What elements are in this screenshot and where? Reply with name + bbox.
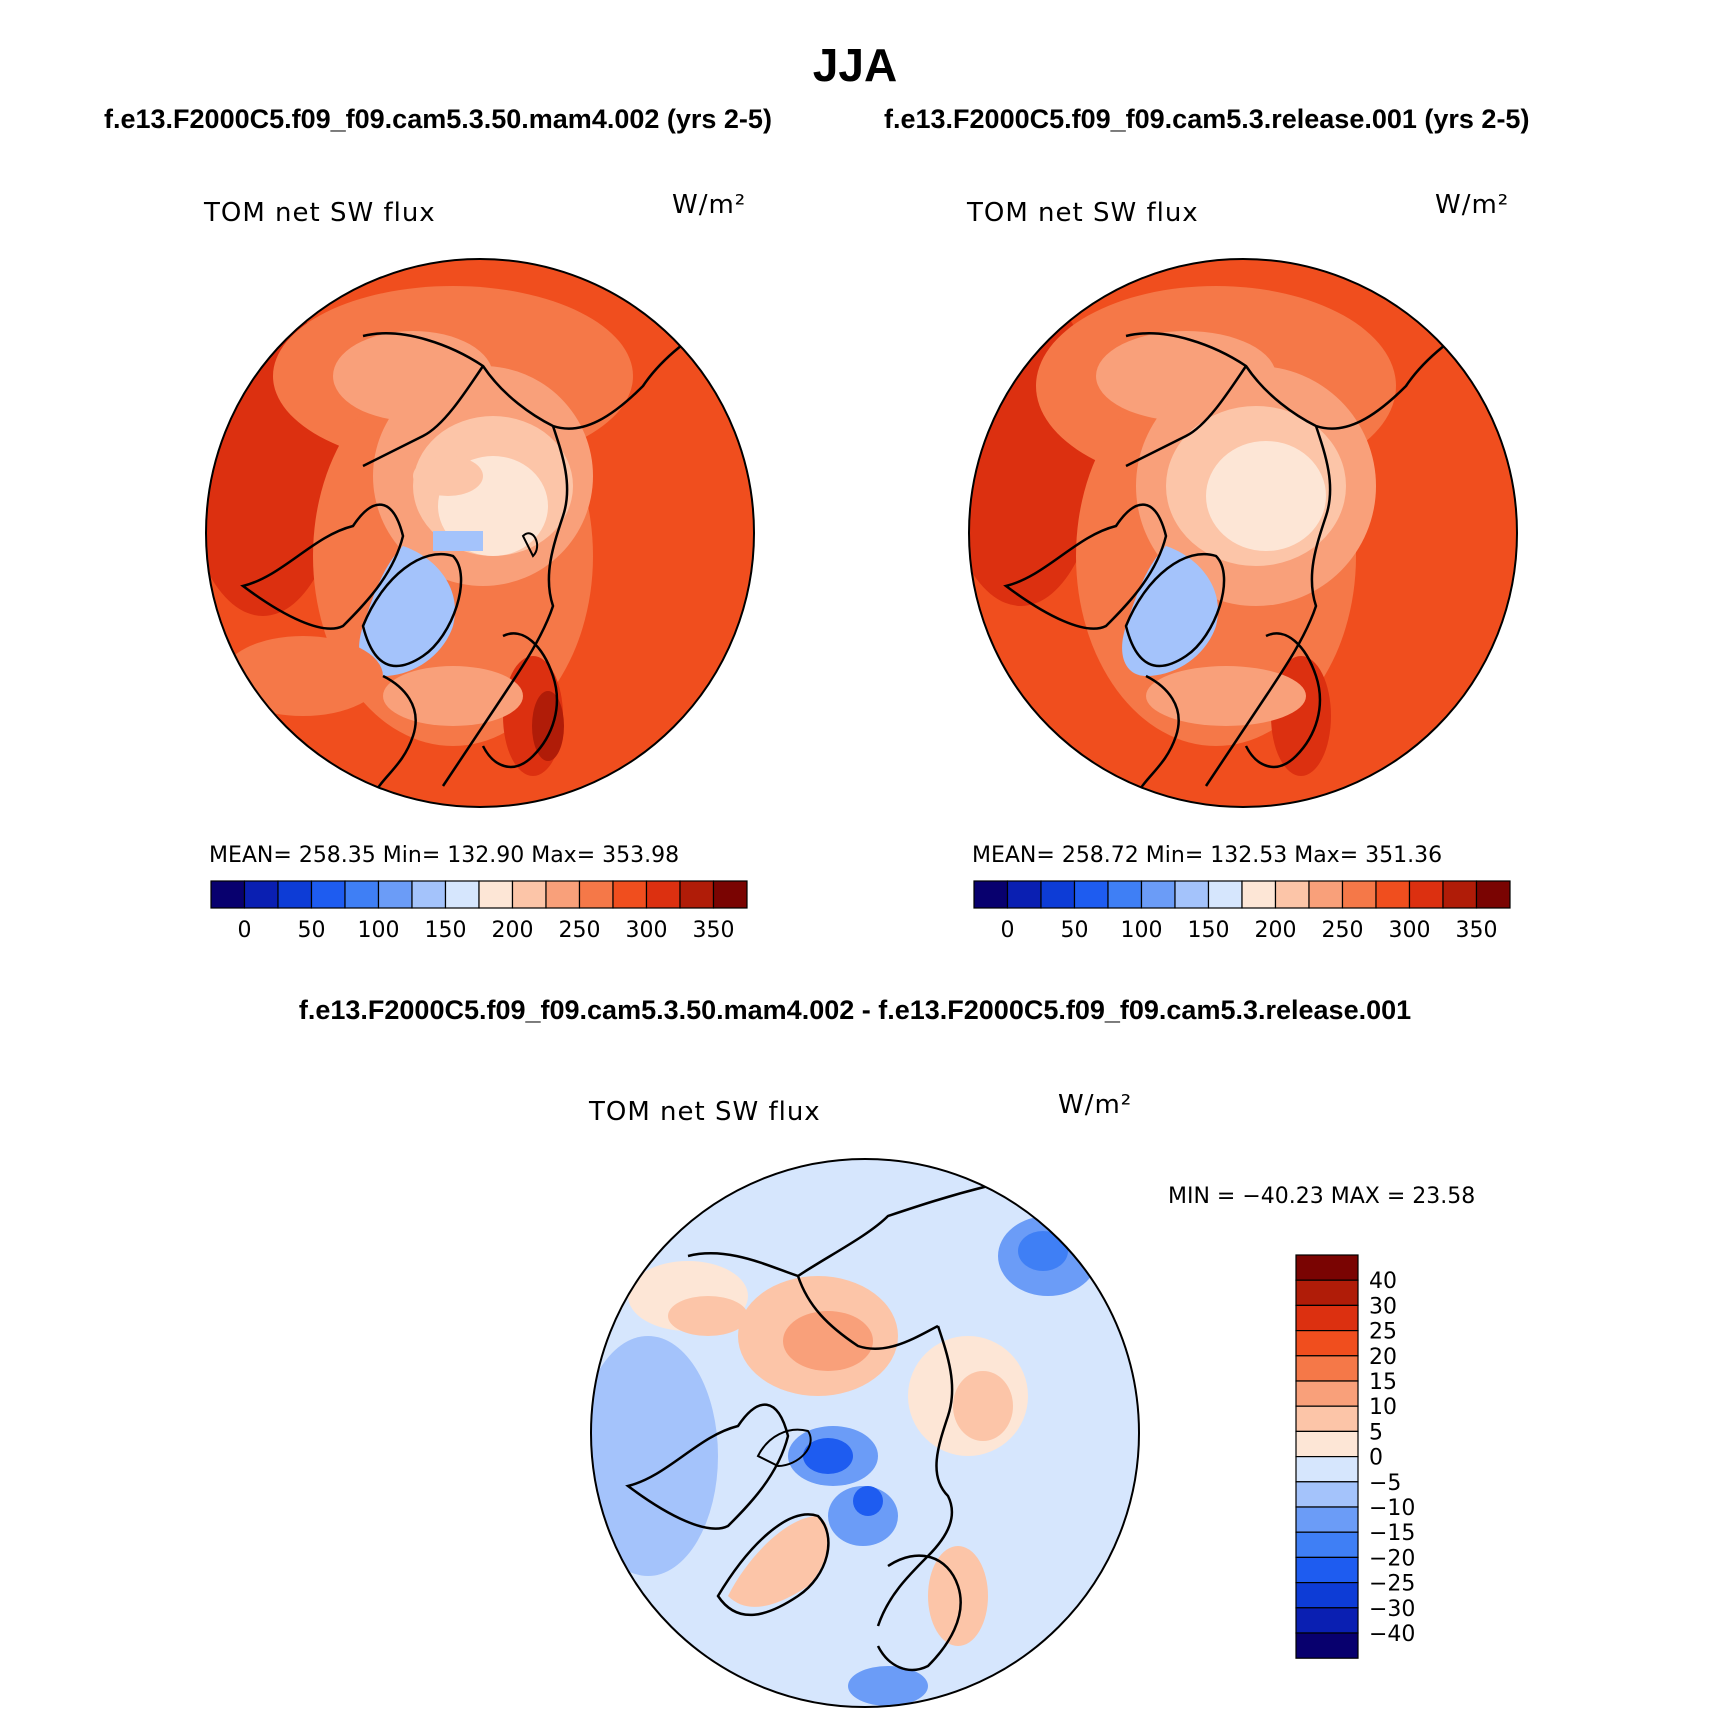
colorbar-box (1408, 880, 1444, 909)
colorbar-tick-label: −5 (1369, 1471, 1401, 1496)
left-stats: MEAN= 258.35 Min= 132.90 Max= 353.98 (209, 843, 680, 868)
difference-polar-map (590, 1158, 1140, 1708)
figure-title: JJA (812, 39, 898, 91)
colorbar-box (1140, 880, 1176, 909)
colorbar-tick-label: −20 (1369, 1546, 1415, 1571)
colorbar-tick-label: 15 (1369, 1370, 1397, 1395)
colorbar-tick-label: 250 (1322, 918, 1364, 943)
colorbar-box (545, 880, 581, 909)
colorbar-box (578, 880, 614, 909)
difference-units-label: W/m² (1058, 1090, 1133, 1120)
colorbar-tick-label: −40 (1369, 1622, 1415, 1647)
colorbar-box (1295, 1405, 1359, 1432)
colorbar-box (1295, 1430, 1359, 1458)
colorbar-box (1274, 880, 1310, 909)
right-variable-label: TOM net SW flux (967, 198, 1199, 228)
left-polar-map (205, 258, 755, 808)
colorbar-box (277, 880, 313, 909)
right-colorbar: 0 50 100 150 200 250 300 350 (973, 880, 1511, 943)
colorbar-box (1295, 1456, 1359, 1483)
colorbar-box (1295, 1279, 1359, 1307)
colorbar-tick-label: 40 (1369, 1269, 1397, 1294)
left-case-title: f.e13.F2000C5.f09_f09.cam5.3.50.mam4.002… (104, 104, 772, 134)
left-colorbar: 0 50 100 150 200 250 300 350 (210, 880, 748, 943)
colorbar-box (1174, 880, 1210, 909)
colorbar-box (679, 880, 715, 909)
colorbar-box (1295, 1329, 1359, 1357)
colorbar-box (1295, 1632, 1359, 1659)
colorbar-tick-label: 300 (626, 918, 668, 943)
colorbar-box (1295, 1582, 1359, 1609)
right-case-title: f.e13.F2000C5.f09_f09.cam5.3.release.001… (884, 104, 1530, 134)
colorbar-box (1295, 1531, 1359, 1559)
colorbar-tick-label: 25 (1369, 1320, 1397, 1345)
colorbar-tick-label: 0 (1001, 918, 1015, 943)
colorbar-tick-label: 350 (693, 918, 735, 943)
colorbar-box (1241, 880, 1277, 909)
colorbar-tick-label: 10 (1369, 1395, 1397, 1420)
colorbar-box (1006, 880, 1042, 909)
colorbar-box (344, 880, 380, 909)
colorbar-box (1295, 1355, 1359, 1382)
colorbar-tick-label: 0 (238, 918, 252, 943)
colorbar-box (1040, 880, 1076, 909)
colorbar-tick-label: −10 (1369, 1496, 1415, 1521)
colorbar-box (1295, 1304, 1359, 1332)
colorbar-tick-label: 50 (1061, 918, 1089, 943)
colorbar-box (1475, 880, 1511, 909)
colorbar-tick-label: 100 (358, 918, 400, 943)
colorbar-tick-label: 5 (1369, 1420, 1383, 1445)
colorbar-box (1073, 880, 1109, 909)
colorbar-box (1295, 1380, 1359, 1407)
colorbar-box (1107, 880, 1143, 909)
colorbar-box (612, 880, 648, 909)
left-units-label: W/m² (672, 190, 747, 220)
colorbar-tick-label: 150 (425, 918, 467, 943)
colorbar-box (1442, 880, 1478, 909)
colorbar-box (1295, 1254, 1359, 1281)
colorbar-tick-label: 100 (1121, 918, 1163, 943)
difference-stats: MIN = −40.23 MAX = 23.58 (1168, 1184, 1476, 1209)
colorbar-box (712, 880, 748, 909)
colorbar-tick-label: 300 (1389, 918, 1431, 943)
colorbar-tick-label: 250 (559, 918, 601, 943)
colorbar-box (444, 880, 480, 909)
colorbar-tick-label: −25 (1369, 1572, 1415, 1597)
colorbar-box (411, 880, 447, 909)
colorbar-box (210, 880, 246, 909)
colorbar-tick-label: 50 (298, 918, 326, 943)
colorbar-tick-label: −30 (1369, 1597, 1415, 1622)
colorbar-box (973, 880, 1009, 909)
colorbar-box (243, 880, 279, 909)
colorbar-tick-label: 0 (1369, 1446, 1383, 1471)
difference-variable-label: TOM net SW flux (589, 1097, 821, 1127)
colorbar-box (1341, 880, 1377, 909)
colorbar-tick-label: 200 (1255, 918, 1297, 943)
left-variable-label: TOM net SW flux (204, 198, 436, 228)
colorbar-tick-label: 350 (1456, 918, 1498, 943)
colorbar-box (1295, 1556, 1359, 1584)
colorbar-box (478, 880, 514, 909)
right-stats: MEAN= 258.72 Min= 132.53 Max= 351.36 (972, 843, 1443, 868)
colorbar-box (1375, 880, 1411, 909)
colorbar-box (1308, 880, 1344, 909)
colorbar-tick-label: 30 (1369, 1294, 1397, 1319)
colorbar-box (645, 880, 681, 909)
right-units-label: W/m² (1435, 190, 1510, 220)
colorbar-tick-label: 200 (492, 918, 534, 943)
colorbar-box (310, 880, 346, 909)
colorbar-box (377, 880, 413, 909)
colorbar-box (511, 880, 547, 909)
right-polar-map (968, 258, 1518, 808)
colorbar-box (1207, 880, 1243, 909)
colorbar-tick-label: −15 (1369, 1521, 1415, 1546)
colorbar-box (1295, 1506, 1359, 1533)
colorbar-box (1295, 1607, 1359, 1634)
difference-title: f.e13.F2000C5.f09_f09.cam5.3.50.mam4.002… (298, 995, 1412, 1025)
colorbar-tick-label: 150 (1188, 918, 1230, 943)
colorbar-box (1295, 1481, 1359, 1508)
colorbar-tick-label: 20 (1369, 1345, 1397, 1370)
